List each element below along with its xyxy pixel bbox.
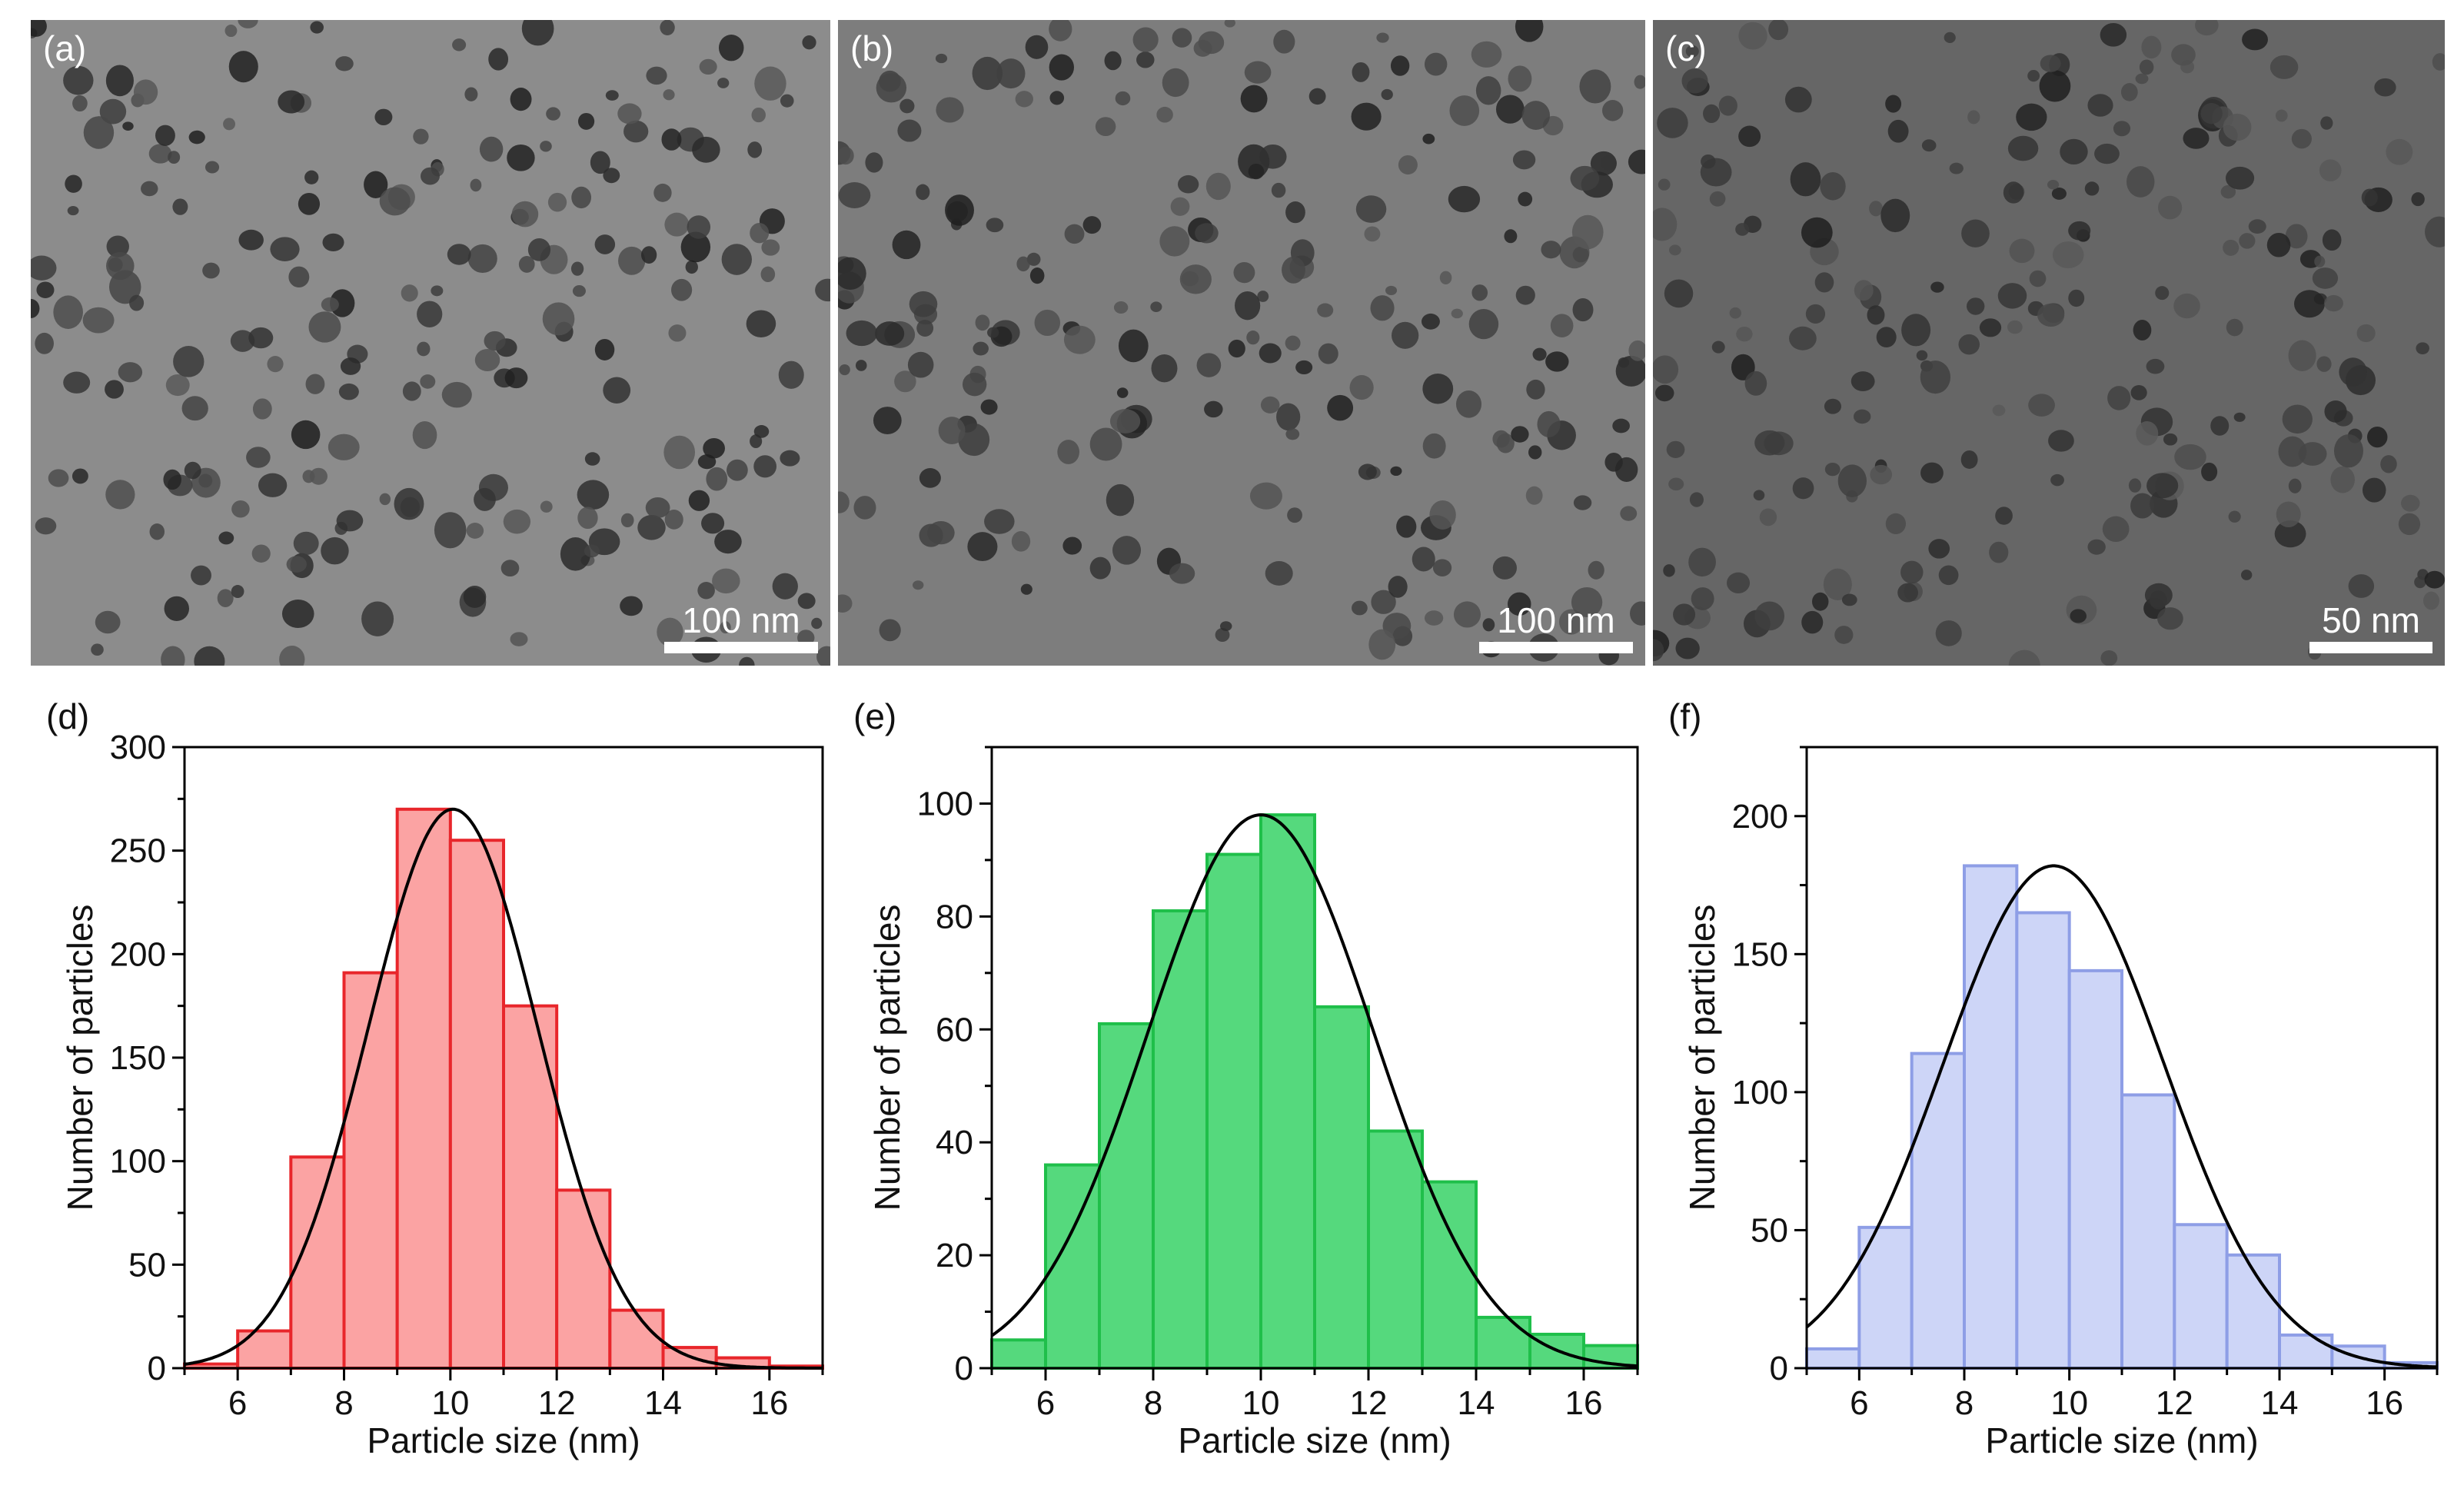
histogram-bar <box>236 1329 293 1370</box>
y-axis-title: Number of particles <box>1682 905 1722 1211</box>
y-tick-label: 200 <box>110 935 166 973</box>
x-tick-label: 16 <box>750 1384 788 1422</box>
panel-label-e: (e) <box>853 696 896 736</box>
x-tick-label: 10 <box>431 1384 469 1422</box>
histogram-f-svg: (f) 6 8 10 12 14 16 0 50 100 150 200 Particle size (… <box>1668 696 2439 1460</box>
x-tick-label: 6 <box>1036 1384 1055 1422</box>
histogram-bar <box>990 1338 1047 1370</box>
histogram-bar <box>2225 1253 2282 1370</box>
micrograph-b: (b) 100 nm <box>838 20 1645 666</box>
x-tick-label: 12 <box>1350 1384 1388 1422</box>
histogram-bar <box>2120 1093 2176 1370</box>
histogram-bar <box>555 1188 612 1370</box>
y-tick-label: 150 <box>1732 935 1788 973</box>
y-tick-label: 50 <box>1751 1211 1788 1249</box>
y-tick-label: 0 <box>1770 1350 1788 1387</box>
x-tick-label: 8 <box>1144 1384 1162 1422</box>
y-tick-label: 100 <box>917 785 973 822</box>
histogram-bar <box>1098 1022 1155 1370</box>
scale-bar-a: 100 nm <box>664 600 818 653</box>
histogram-e-svg: (e) 6 8 10 12 14 16 0 20 40 60 80 100 Particle size (… <box>853 696 1639 1460</box>
x-axis-title: Particle size (nm) <box>1178 1420 1451 1460</box>
scale-bar-c: 50 nm <box>2309 600 2432 653</box>
micrograph-a: (a) 100 nm <box>31 20 830 666</box>
histogram-d-svg: (d) 6 8 10 12 14 16 0 50 100 150 200 250 300 Particle … <box>46 696 824 1460</box>
histogram-bar <box>1152 909 1209 1370</box>
gaussian-fit-line <box>990 813 1638 1368</box>
histogram-bar <box>608 1308 665 1370</box>
scale-bar-label-b: 100 nm <box>1497 600 1615 640</box>
histogram-bar <box>1910 1051 1966 1370</box>
y-tick-label: 100 <box>1732 1074 1788 1111</box>
y-tick-label: 80 <box>936 898 973 935</box>
x-tick-label: 10 <box>1242 1384 1280 1422</box>
gaussian-fit-line <box>1805 864 2438 1369</box>
histogram-e: (e) 6 8 10 12 14 16 0 20 40 60 80 100 Particle size (… <box>838 692 1645 1468</box>
histogram-f: (f) 6 8 10 12 14 16 0 50 100 150 200 Particle size (… <box>1653 692 2445 1468</box>
y-tick-label: 150 <box>110 1039 166 1077</box>
histogram-bar <box>1367 1129 1424 1370</box>
histogram-bar <box>1259 813 1316 1370</box>
y-tick-label: 20 <box>936 1237 973 1274</box>
y-tick-label: 0 <box>148 1350 166 1387</box>
x-tick-label: 12 <box>538 1384 576 1422</box>
histogram-bar <box>1205 852 1262 1370</box>
x-axis-title: Particle size (nm) <box>367 1420 640 1460</box>
y-tick-label: 300 <box>110 729 166 766</box>
panel-label-c: (c) <box>1665 28 1707 68</box>
x-tick-label: 14 <box>1458 1384 1495 1422</box>
panel-label-a: (a) <box>43 28 87 68</box>
y-tick-label: 0 <box>955 1350 973 1387</box>
x-tick-label: 8 <box>1955 1384 1974 1422</box>
histogram-bar <box>2067 968 2124 1370</box>
gaussian-fit-line <box>184 807 823 1370</box>
panel-label-b: (b) <box>850 28 894 68</box>
histogram-bar <box>1805 1347 1861 1370</box>
micrograph-c: (c) 50 nm <box>1653 20 2445 666</box>
histogram-bar <box>1475 1315 1531 1370</box>
y-tick-label: 100 <box>110 1143 166 1181</box>
y-axis-title: Number of particles <box>60 905 100 1211</box>
x-tick-label: 10 <box>2050 1384 2088 1422</box>
histogram-bar <box>448 839 505 1370</box>
x-tick-label: 14 <box>644 1384 682 1422</box>
y-tick-label: 250 <box>110 832 166 870</box>
y-tick-label: 50 <box>128 1246 166 1284</box>
y-axis-title: Number of particles <box>867 905 907 1211</box>
histogram-d: (d) 6 8 10 12 14 16 0 50 100 150 200 250 300 Particle … <box>31 692 830 1468</box>
histogram-bar <box>2278 1333 2334 1370</box>
x-tick-label: 6 <box>1850 1384 1868 1422</box>
panel-label-f: (f) <box>1668 696 1701 736</box>
y-tick-label: 60 <box>936 1011 973 1048</box>
x-tick-label: 12 <box>2156 1384 2193 1422</box>
histogram-bar <box>2015 911 2071 1370</box>
x-tick-label: 16 <box>2366 1384 2403 1422</box>
histogram-bar <box>2173 1223 2229 1370</box>
y-tick-label: 200 <box>1732 798 1788 836</box>
x-tick-label: 14 <box>2261 1384 2299 1422</box>
histogram-bar <box>502 1004 559 1370</box>
x-tick-label: 8 <box>334 1384 353 1422</box>
x-axis-title: Particle size (nm) <box>1985 1420 2258 1460</box>
scale-bar-b: 100 nm <box>1479 600 1633 653</box>
scale-bar-label-a: 100 nm <box>682 600 800 640</box>
panel-label-d: (d) <box>46 696 89 736</box>
x-tick-label: 6 <box>228 1384 247 1422</box>
histogram-bar <box>1313 1005 1370 1370</box>
histogram-bar <box>342 971 399 1370</box>
x-tick-label: 16 <box>1565 1384 1603 1422</box>
histogram-bar <box>1421 1180 1478 1370</box>
y-tick-label: 40 <box>936 1124 973 1161</box>
histogram-bar <box>1857 1225 1914 1370</box>
scale-bar-label-c: 50 nm <box>2322 600 2420 640</box>
